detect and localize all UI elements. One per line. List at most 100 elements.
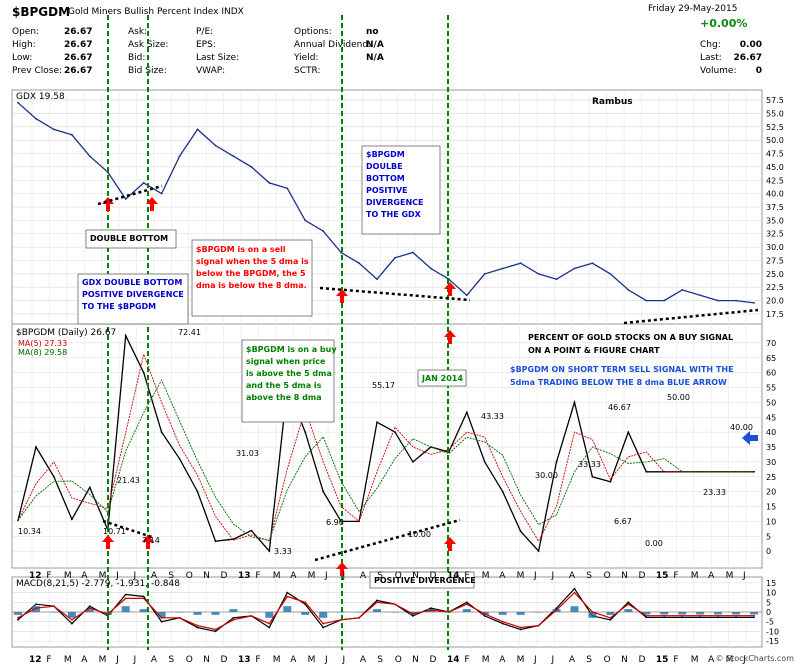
y-tick-label: 70 bbox=[766, 339, 776, 348]
double-bottom-label-box bbox=[85, 229, 177, 249]
data-point bbox=[555, 609, 558, 611]
series-line-0-0 bbox=[17, 102, 755, 304]
data-point bbox=[268, 626, 271, 629]
macd-histogram-bar bbox=[175, 612, 184, 613]
macd-histogram-bar bbox=[229, 609, 238, 612]
data-point bbox=[286, 187, 289, 190]
data-point bbox=[483, 272, 486, 275]
symbol: $BPGDM bbox=[12, 5, 71, 19]
data-point bbox=[322, 626, 325, 629]
macd-histogram-bar bbox=[606, 612, 615, 615]
data-point bbox=[591, 611, 594, 613]
x-tick-label-bottom: F bbox=[255, 655, 260, 665]
y-tick-label: 40 bbox=[766, 428, 776, 437]
data-point bbox=[196, 626, 199, 629]
y-tick-label: 55.0 bbox=[766, 109, 784, 118]
gdx-positive-divergence-line-2: TO THE $BPGDM bbox=[82, 302, 156, 311]
x-tick-label-bottom: O bbox=[395, 655, 402, 665]
data-point bbox=[609, 480, 612, 483]
data-point bbox=[555, 460, 558, 463]
y-tick-label: 27.5 bbox=[766, 256, 784, 265]
data-point bbox=[573, 267, 576, 270]
x-tick-label: N bbox=[621, 571, 628, 581]
right-key-0: Chg: bbox=[700, 40, 721, 50]
data-point bbox=[250, 165, 253, 168]
y-tick-label: 65 bbox=[766, 354, 776, 363]
quote-date: Friday 29-May-2015 bbox=[648, 4, 738, 14]
x-tick-label: M bbox=[64, 571, 72, 581]
quote-k4-2: Yield: bbox=[294, 53, 319, 63]
x-tick-label: M bbox=[308, 571, 316, 581]
data-label: 40.00 bbox=[730, 423, 753, 432]
quote-k2-1: Ask Size: bbox=[128, 40, 169, 50]
data-point bbox=[627, 603, 630, 606]
x-tick-label: D bbox=[639, 571, 646, 581]
x-tick-label: M bbox=[691, 571, 699, 581]
macd-histogram-bar bbox=[319, 612, 328, 618]
data-label: 10.00 bbox=[408, 530, 431, 539]
data-point bbox=[627, 431, 630, 434]
x-tick-label-bottom: J bbox=[550, 655, 554, 665]
data-label: 6.90 bbox=[326, 518, 344, 527]
y-tick-label: 25.0 bbox=[766, 270, 784, 279]
y-tick-label: 45.0 bbox=[766, 163, 784, 172]
data-point bbox=[124, 597, 127, 600]
title-text: Gold Miners Bullish Percent Index bbox=[68, 7, 219, 17]
x-tick-label-bottom: N bbox=[203, 655, 210, 665]
x-tick-label-bottom: D bbox=[221, 655, 228, 665]
macd-histogram-bar bbox=[750, 612, 758, 615]
data-point bbox=[573, 587, 576, 590]
x-tick-label: S bbox=[586, 571, 592, 581]
data-point bbox=[501, 620, 504, 623]
data-point bbox=[70, 518, 73, 521]
right-key-1: Last: bbox=[700, 53, 722, 63]
series-line-2-0 bbox=[17, 587, 754, 633]
data-point bbox=[753, 616, 755, 619]
data-point bbox=[196, 624, 199, 627]
right-value-1: 26.67 bbox=[733, 53, 762, 63]
x-tick-label: 12 bbox=[29, 571, 42, 581]
data-point bbox=[681, 289, 684, 291]
macd-histogram-bar bbox=[462, 609, 471, 612]
quote-k1-0: Open: bbox=[12, 27, 40, 37]
x-tick-label: M bbox=[99, 571, 107, 581]
data-point bbox=[214, 144, 217, 147]
panel-title: MACD(8,21,5) -2.779, -1.931, -0.848 bbox=[16, 579, 180, 589]
data-point bbox=[142, 182, 145, 184]
macd-histogram-bar bbox=[642, 612, 651, 615]
dotted-trendline bbox=[97, 184, 163, 206]
data-point bbox=[53, 605, 55, 608]
red-up-arrow bbox=[444, 330, 456, 344]
bpgdm-double-bottom-line-2: BOTTOM bbox=[366, 174, 405, 183]
data-point bbox=[573, 591, 576, 594]
x-tick-label-bottom: F bbox=[46, 655, 51, 665]
data-point bbox=[178, 155, 181, 158]
y-tick-label: 60 bbox=[766, 369, 776, 378]
data-point bbox=[286, 591, 289, 594]
data-point bbox=[591, 475, 594, 478]
data-point bbox=[160, 616, 163, 619]
data-point bbox=[268, 622, 271, 625]
ma5-line bbox=[17, 352, 754, 543]
y-tick-label: 35 bbox=[766, 443, 776, 452]
right-value-2: 0 bbox=[755, 66, 762, 76]
data-point bbox=[214, 630, 217, 633]
y-tick-label: 15 bbox=[766, 579, 776, 588]
data-label: 30.00 bbox=[535, 471, 558, 480]
x-tick-label: S bbox=[168, 571, 174, 581]
data-label: 7.14 bbox=[142, 536, 160, 545]
data-point bbox=[358, 616, 360, 619]
data-point bbox=[573, 401, 576, 404]
data-point bbox=[376, 421, 378, 424]
quote-k2-2: Bid: bbox=[128, 53, 146, 63]
x-tick-label: S bbox=[377, 571, 383, 581]
data-point bbox=[214, 540, 217, 543]
x-tick-label-bottom: J bbox=[533, 655, 537, 665]
data-point bbox=[681, 616, 684, 619]
x-tick-label-bottom: S bbox=[586, 655, 592, 665]
blue-left-arrow bbox=[742, 431, 758, 445]
jan-2014-label-box bbox=[417, 369, 467, 387]
data-point bbox=[429, 609, 432, 611]
dotted-trendline bbox=[623, 308, 759, 325]
data-point bbox=[35, 603, 37, 606]
